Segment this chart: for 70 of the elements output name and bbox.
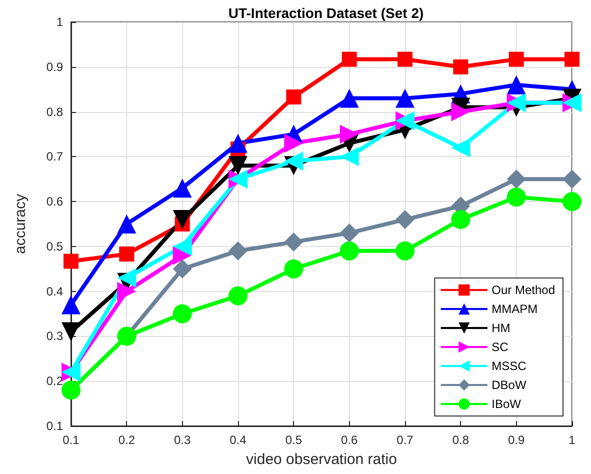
point — [396, 88, 414, 108]
point — [284, 232, 304, 252]
point — [340, 223, 359, 242]
legend-label: IBoW — [492, 397, 522, 411]
y-tick-label: 0.5 — [46, 239, 64, 254]
x-tick-label: 0.7 — [396, 433, 414, 447]
point — [451, 210, 470, 230]
x-tick-label: 0.3 — [174, 433, 191, 447]
point — [172, 246, 192, 265]
point — [396, 241, 414, 260]
x-tick-label: 0.5 — [285, 433, 302, 447]
point — [228, 156, 248, 176]
y-axis-title: accuracy — [12, 193, 29, 254]
legend-label: MMAPM — [492, 302, 538, 316]
point — [451, 138, 470, 158]
legend-label: DBoW — [492, 378, 527, 392]
point — [284, 259, 304, 278]
x-tick-label: 0.9 — [508, 433, 525, 447]
x-tick-label: 0.2 — [118, 433, 136, 447]
y-tick-label: 0.7 — [46, 150, 64, 164]
point — [172, 178, 192, 198]
point — [172, 259, 192, 278]
point — [119, 246, 134, 262]
legend-label: Our Method — [492, 283, 556, 297]
point — [340, 124, 359, 144]
point — [564, 52, 580, 67]
point — [398, 52, 412, 67]
point — [62, 295, 80, 314]
point — [172, 304, 192, 324]
point — [342, 52, 357, 67]
legend-label: MSSC — [492, 359, 527, 373]
point — [117, 268, 136, 288]
point — [286, 89, 302, 104]
point — [340, 241, 359, 260]
point — [62, 322, 80, 342]
point — [340, 88, 359, 108]
y-tick-label: 0.4 — [46, 284, 64, 298]
point — [508, 52, 524, 67]
point — [506, 170, 526, 189]
point — [562, 192, 582, 212]
x-tick-label: 1 — [568, 433, 576, 447]
y-tick-label: 0.8 — [46, 104, 64, 119]
point — [284, 134, 304, 153]
y-tick-label: 0.3 — [46, 329, 64, 344]
point — [506, 188, 526, 207]
x-tick-label: 0.4 — [230, 433, 247, 447]
y-tick-label: 0.1 — [46, 419, 64, 433]
x-tick-label: 0.1 — [62, 433, 80, 447]
point — [228, 134, 248, 153]
point — [284, 152, 304, 171]
legend-label: HM — [492, 321, 510, 335]
point — [64, 254, 78, 269]
point — [228, 241, 248, 260]
point — [117, 214, 136, 234]
y-tick-label: 0.6 — [46, 194, 64, 209]
y-tick-label: 0.9 — [46, 60, 64, 74]
x-tick-label: 0.8 — [452, 433, 470, 447]
chart-title: UT-Interaction Dataset (Set 2) — [228, 5, 424, 21]
point — [562, 170, 582, 189]
y-tick-label: 1 — [56, 15, 64, 29]
point — [451, 102, 470, 122]
x-axis-title: video observation ratio — [246, 451, 397, 468]
point — [453, 59, 468, 74]
point — [172, 236, 192, 256]
point — [396, 210, 414, 230]
point — [228, 286, 248, 306]
point — [117, 282, 136, 301]
point — [506, 75, 526, 94]
legend-label: SC — [492, 340, 509, 354]
x-tick-label: 0.6 — [340, 433, 358, 447]
